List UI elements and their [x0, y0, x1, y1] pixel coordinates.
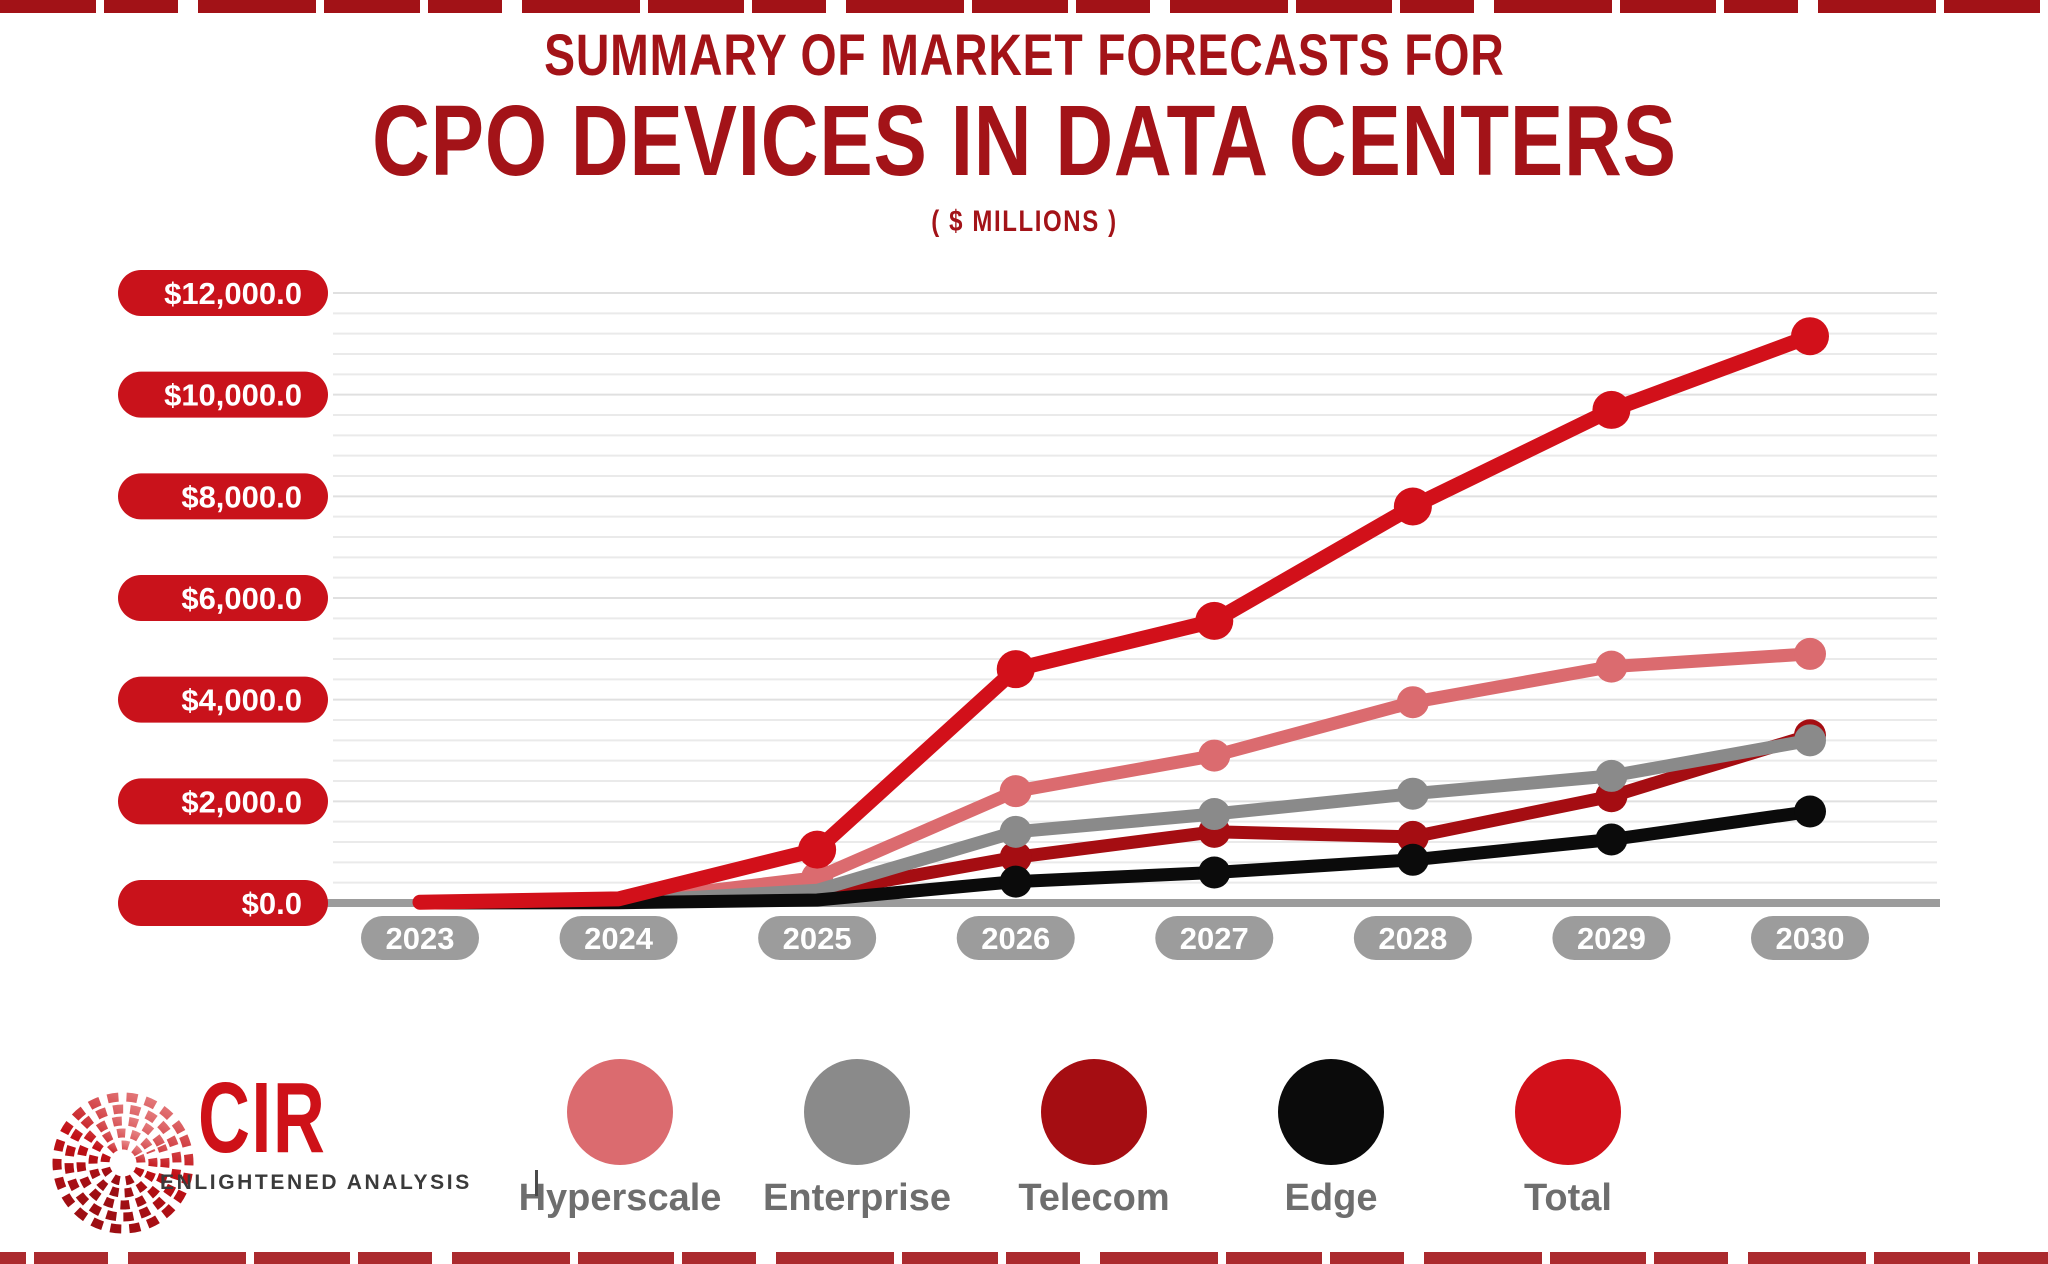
data-point-total-2026: [996, 650, 1035, 689]
x-axis-label-pill: [361, 916, 479, 960]
y-axis-label: $2,000.0: [181, 784, 302, 819]
data-point-edge-2028: [1396, 843, 1429, 876]
data-point-hyperscale-2027: [1198, 739, 1231, 772]
data-point-telecom-2028: [1396, 820, 1429, 853]
data-point-hyperscale-2029: [1595, 650, 1628, 683]
title-block: SUMMARY OF MARKET FORECASTS FOR CPO DEVI…: [0, 23, 2048, 238]
data-point-edge-2029: [1595, 823, 1628, 856]
legend-dot-telecom: [1041, 1059, 1147, 1165]
y-axis-label-pill: [118, 371, 328, 418]
data-point-edge-2026: [999, 865, 1032, 898]
x-axis-label-pill: [1155, 916, 1274, 960]
y-axis-label-pill: [118, 473, 328, 520]
legend-item-enterprise: Enterprise: [757, 1059, 957, 1220]
data-point-telecom-2026: [999, 841, 1032, 874]
y-axis-label: $12,000.0: [164, 276, 302, 311]
y-axis-label-pill: [118, 575, 328, 621]
series-line-total: [412, 328, 1818, 910]
title-line-1: SUMMARY OF MARKET FORECASTS FOR: [543, 23, 1505, 88]
data-point-total-2030: [1791, 317, 1829, 356]
x-axis-label: 2024: [584, 921, 654, 956]
data-point-total-2029: [1592, 390, 1631, 429]
data-point-hyperscale-2028: [1396, 686, 1429, 719]
bottom-torn-strip-decoration: [0, 1252, 2048, 1264]
legend-item-edge: Edge: [1231, 1059, 1431, 1220]
chart-legend: Hyperscale Enterprise Telecom Edge Total: [518, 1059, 1668, 1220]
legend-item-hyperscale: Hyperscale: [518, 1059, 722, 1220]
x-axis-label: 2030: [1776, 921, 1845, 956]
data-point-hyperscale-2030: [1794, 637, 1826, 670]
legend-label-enterprise: Enterprise: [763, 1177, 951, 1219]
data-point-edge-2027: [1198, 856, 1231, 889]
series-line-edge: [413, 805, 1817, 910]
legend-label-telecom: Telecom: [1018, 1177, 1170, 1219]
legend-dot-edge: [1278, 1059, 1384, 1165]
legend-dot-hyperscale: [567, 1059, 673, 1165]
x-axis-label-pill: [758, 916, 877, 960]
title-units-subtitle: ( $ MILLIONS ): [930, 204, 1118, 238]
x-axis-label: 2028: [1378, 921, 1447, 956]
data-point-hyperscale-2026: [999, 775, 1032, 808]
legend-dot-enterprise: [804, 1059, 910, 1165]
data-point-total-2027: [1195, 601, 1234, 640]
x-axis-label-pill: [1353, 916, 1472, 960]
x-axis-label: 2026: [981, 921, 1050, 956]
cir-logo-tagline: ENLIGHTENED ANALYSIS: [160, 1171, 472, 1194]
x-axis-label-pill: [1751, 916, 1869, 960]
legend-label-hyperscale: Hyperscale: [518, 1177, 722, 1219]
legend-item-telecom: Telecom: [994, 1059, 1194, 1220]
y-axis-label-pill: [118, 270, 328, 316]
y-axis-label-pill: [118, 778, 328, 825]
y-axis-label-pill: [118, 880, 328, 926]
data-point-enterprise-2026: [999, 815, 1032, 848]
data-point-total-2028: [1393, 487, 1432, 526]
title-line-2: CPO DEVICES IN DATA CENTERS: [371, 84, 1677, 197]
x-axis-label-pill: [956, 916, 1075, 960]
y-axis-label: $6,000.0: [181, 581, 302, 616]
top-torn-strip-decoration: [0, 0, 2048, 13]
x-axis-label-pill: [1552, 916, 1671, 960]
y-axis-label: $4,000.0: [181, 683, 302, 718]
x-axis-label: 2027: [1180, 921, 1249, 956]
y-axis-label: $8,000.0: [181, 479, 302, 514]
data-point-enterprise-2027: [1198, 798, 1231, 831]
x-axis-label-pill: [559, 916, 678, 960]
cir-swirl-icon: [52, 1092, 194, 1234]
x-axis-label: 2029: [1577, 921, 1646, 956]
y-axis-label: $0.0: [242, 886, 302, 921]
legend-dot-total: [1515, 1059, 1621, 1165]
cir-logo-text: CIR: [198, 1062, 327, 1174]
x-axis-label: 2023: [386, 921, 455, 956]
data-point-total-2025: [798, 830, 837, 869]
legend-item-total: Total: [1468, 1059, 1668, 1220]
cir-logo: CIR ENLIGHTENED ANALYSIS: [48, 1062, 469, 1245]
y-axis-label: $10,000.0: [164, 378, 302, 413]
data-point-enterprise-2030: [1794, 724, 1826, 757]
logo-legend-divider: [535, 1170, 538, 1196]
y-axis-label-pill: [118, 676, 328, 723]
legend-label-edge: Edge: [1284, 1177, 1378, 1219]
legend-label-total: Total: [1524, 1177, 1612, 1219]
data-point-edge-2030: [1794, 795, 1826, 828]
x-axis-label: 2025: [783, 921, 852, 956]
data-point-enterprise-2029: [1595, 759, 1628, 792]
data-point-enterprise-2028: [1396, 777, 1429, 810]
